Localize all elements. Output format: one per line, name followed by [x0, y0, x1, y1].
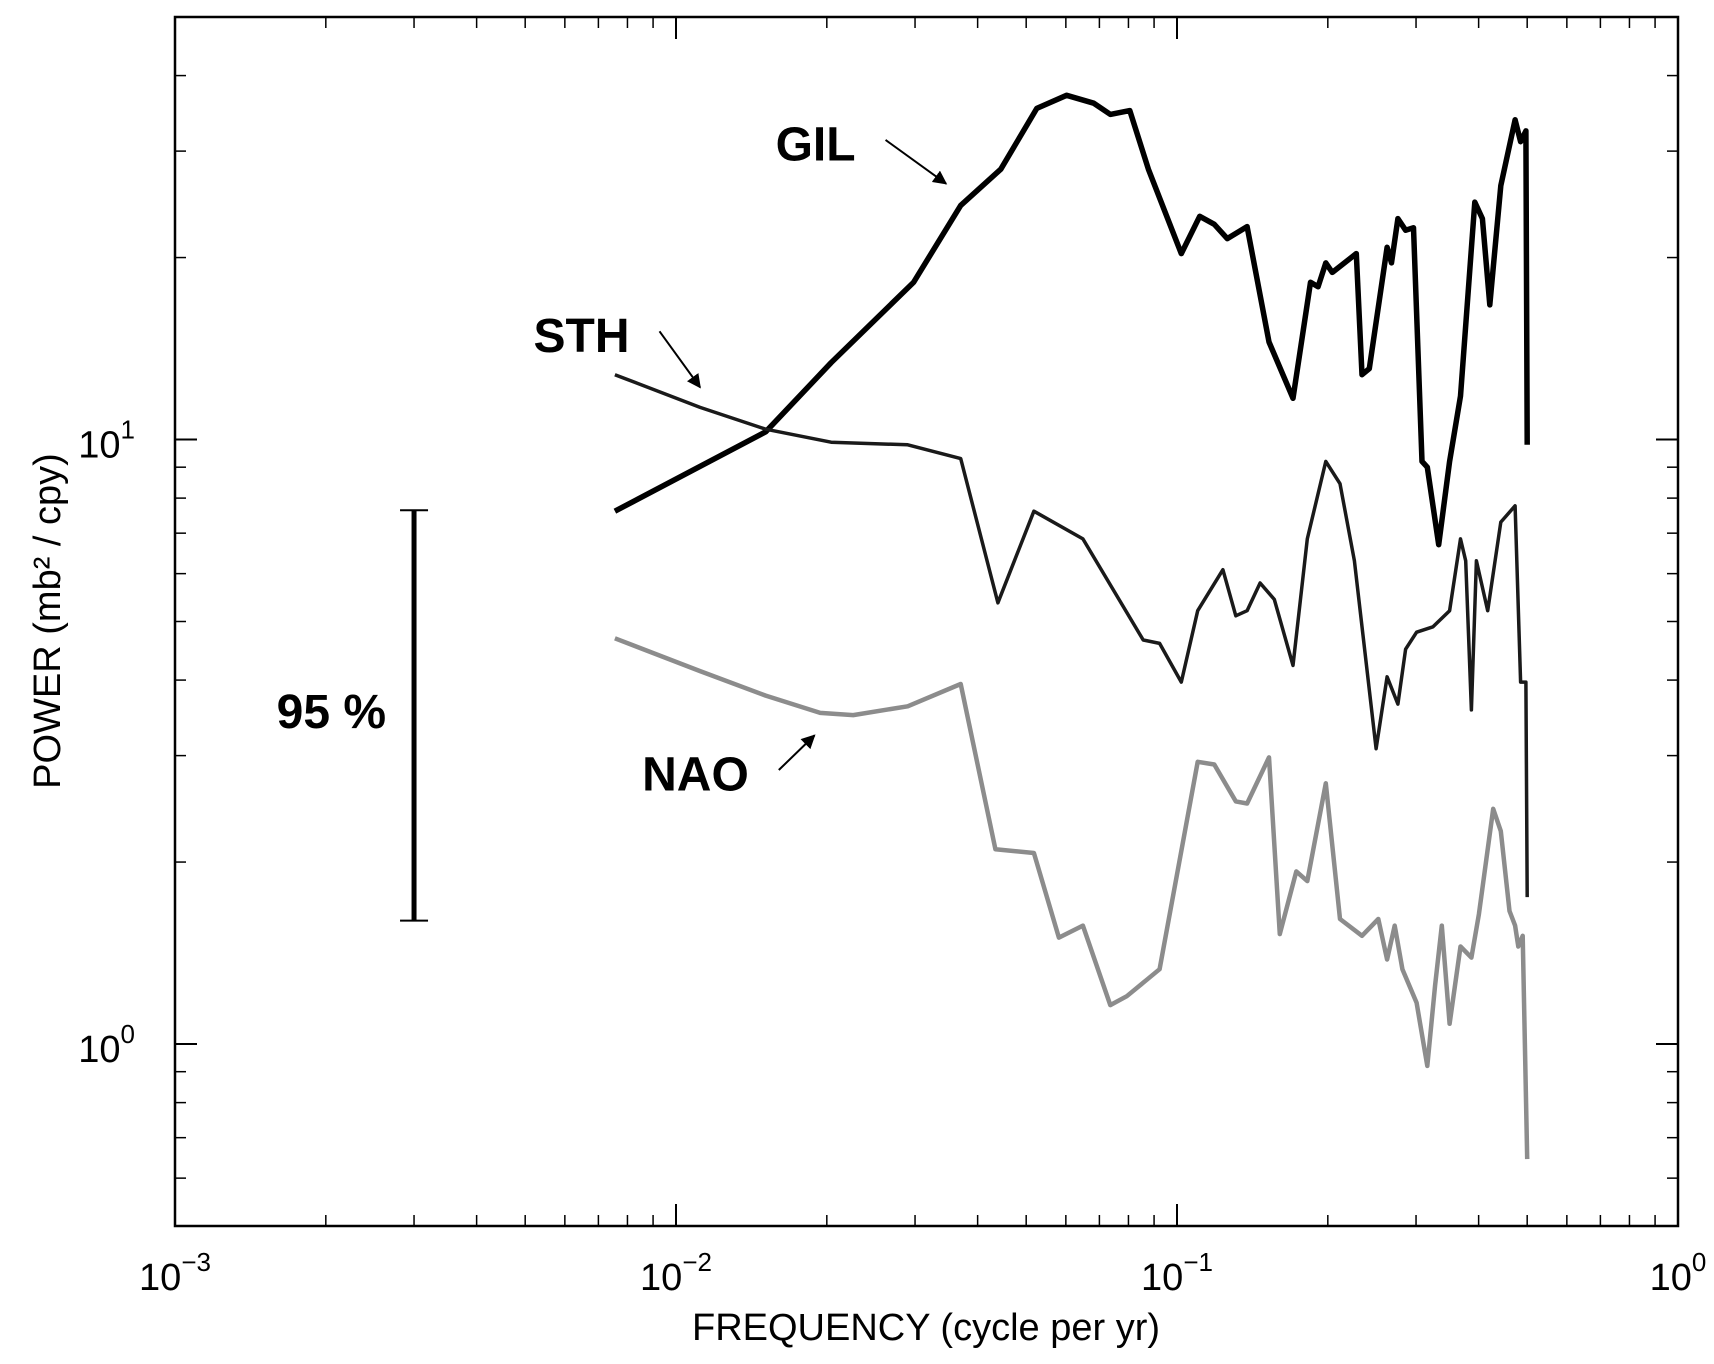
tick-base: 10	[1141, 1257, 1183, 1299]
tick-base: 10	[139, 1257, 181, 1299]
x-axis-label: FREQUENCY (cycle per yr)	[692, 1307, 1160, 1349]
tick-label: 10−1	[1141, 1247, 1213, 1299]
confidence-label: 95 %	[277, 686, 386, 739]
tick-exponent: 1	[121, 414, 135, 444]
tick-label: 100	[78, 1019, 135, 1071]
tick-base: 10	[1650, 1257, 1692, 1299]
annotation-arrow	[778, 734, 816, 771]
tick-base: 10	[78, 425, 120, 467]
y-axis-label: POWER (mb² / cpy)	[27, 453, 69, 789]
tick-exponent: 0	[121, 1019, 135, 1049]
annotation-arrow	[658, 330, 701, 389]
plot-frame	[173, 15, 1680, 1228]
annotation-label: GIL	[776, 119, 856, 172]
tick-exponent: 0	[1692, 1247, 1706, 1277]
tick-label: 101	[78, 414, 135, 466]
series-line	[614, 636, 1530, 1160]
tick-exponent: −1	[1183, 1247, 1213, 1277]
tick-base: 10	[78, 1029, 120, 1071]
tick-exponent: −3	[181, 1247, 211, 1277]
annotation-label: STH	[534, 310, 630, 363]
annotation-arrow	[884, 139, 948, 185]
series-line	[613, 92, 1530, 548]
tick-label: 100	[1650, 1247, 1707, 1299]
tick-exponent: −2	[682, 1247, 712, 1277]
annotation-label: NAO	[642, 749, 749, 802]
tick-label: 10−2	[640, 1247, 712, 1299]
tick-base: 10	[640, 1257, 682, 1299]
tick-label: 10−3	[139, 1247, 211, 1299]
series-line	[614, 373, 1529, 898]
